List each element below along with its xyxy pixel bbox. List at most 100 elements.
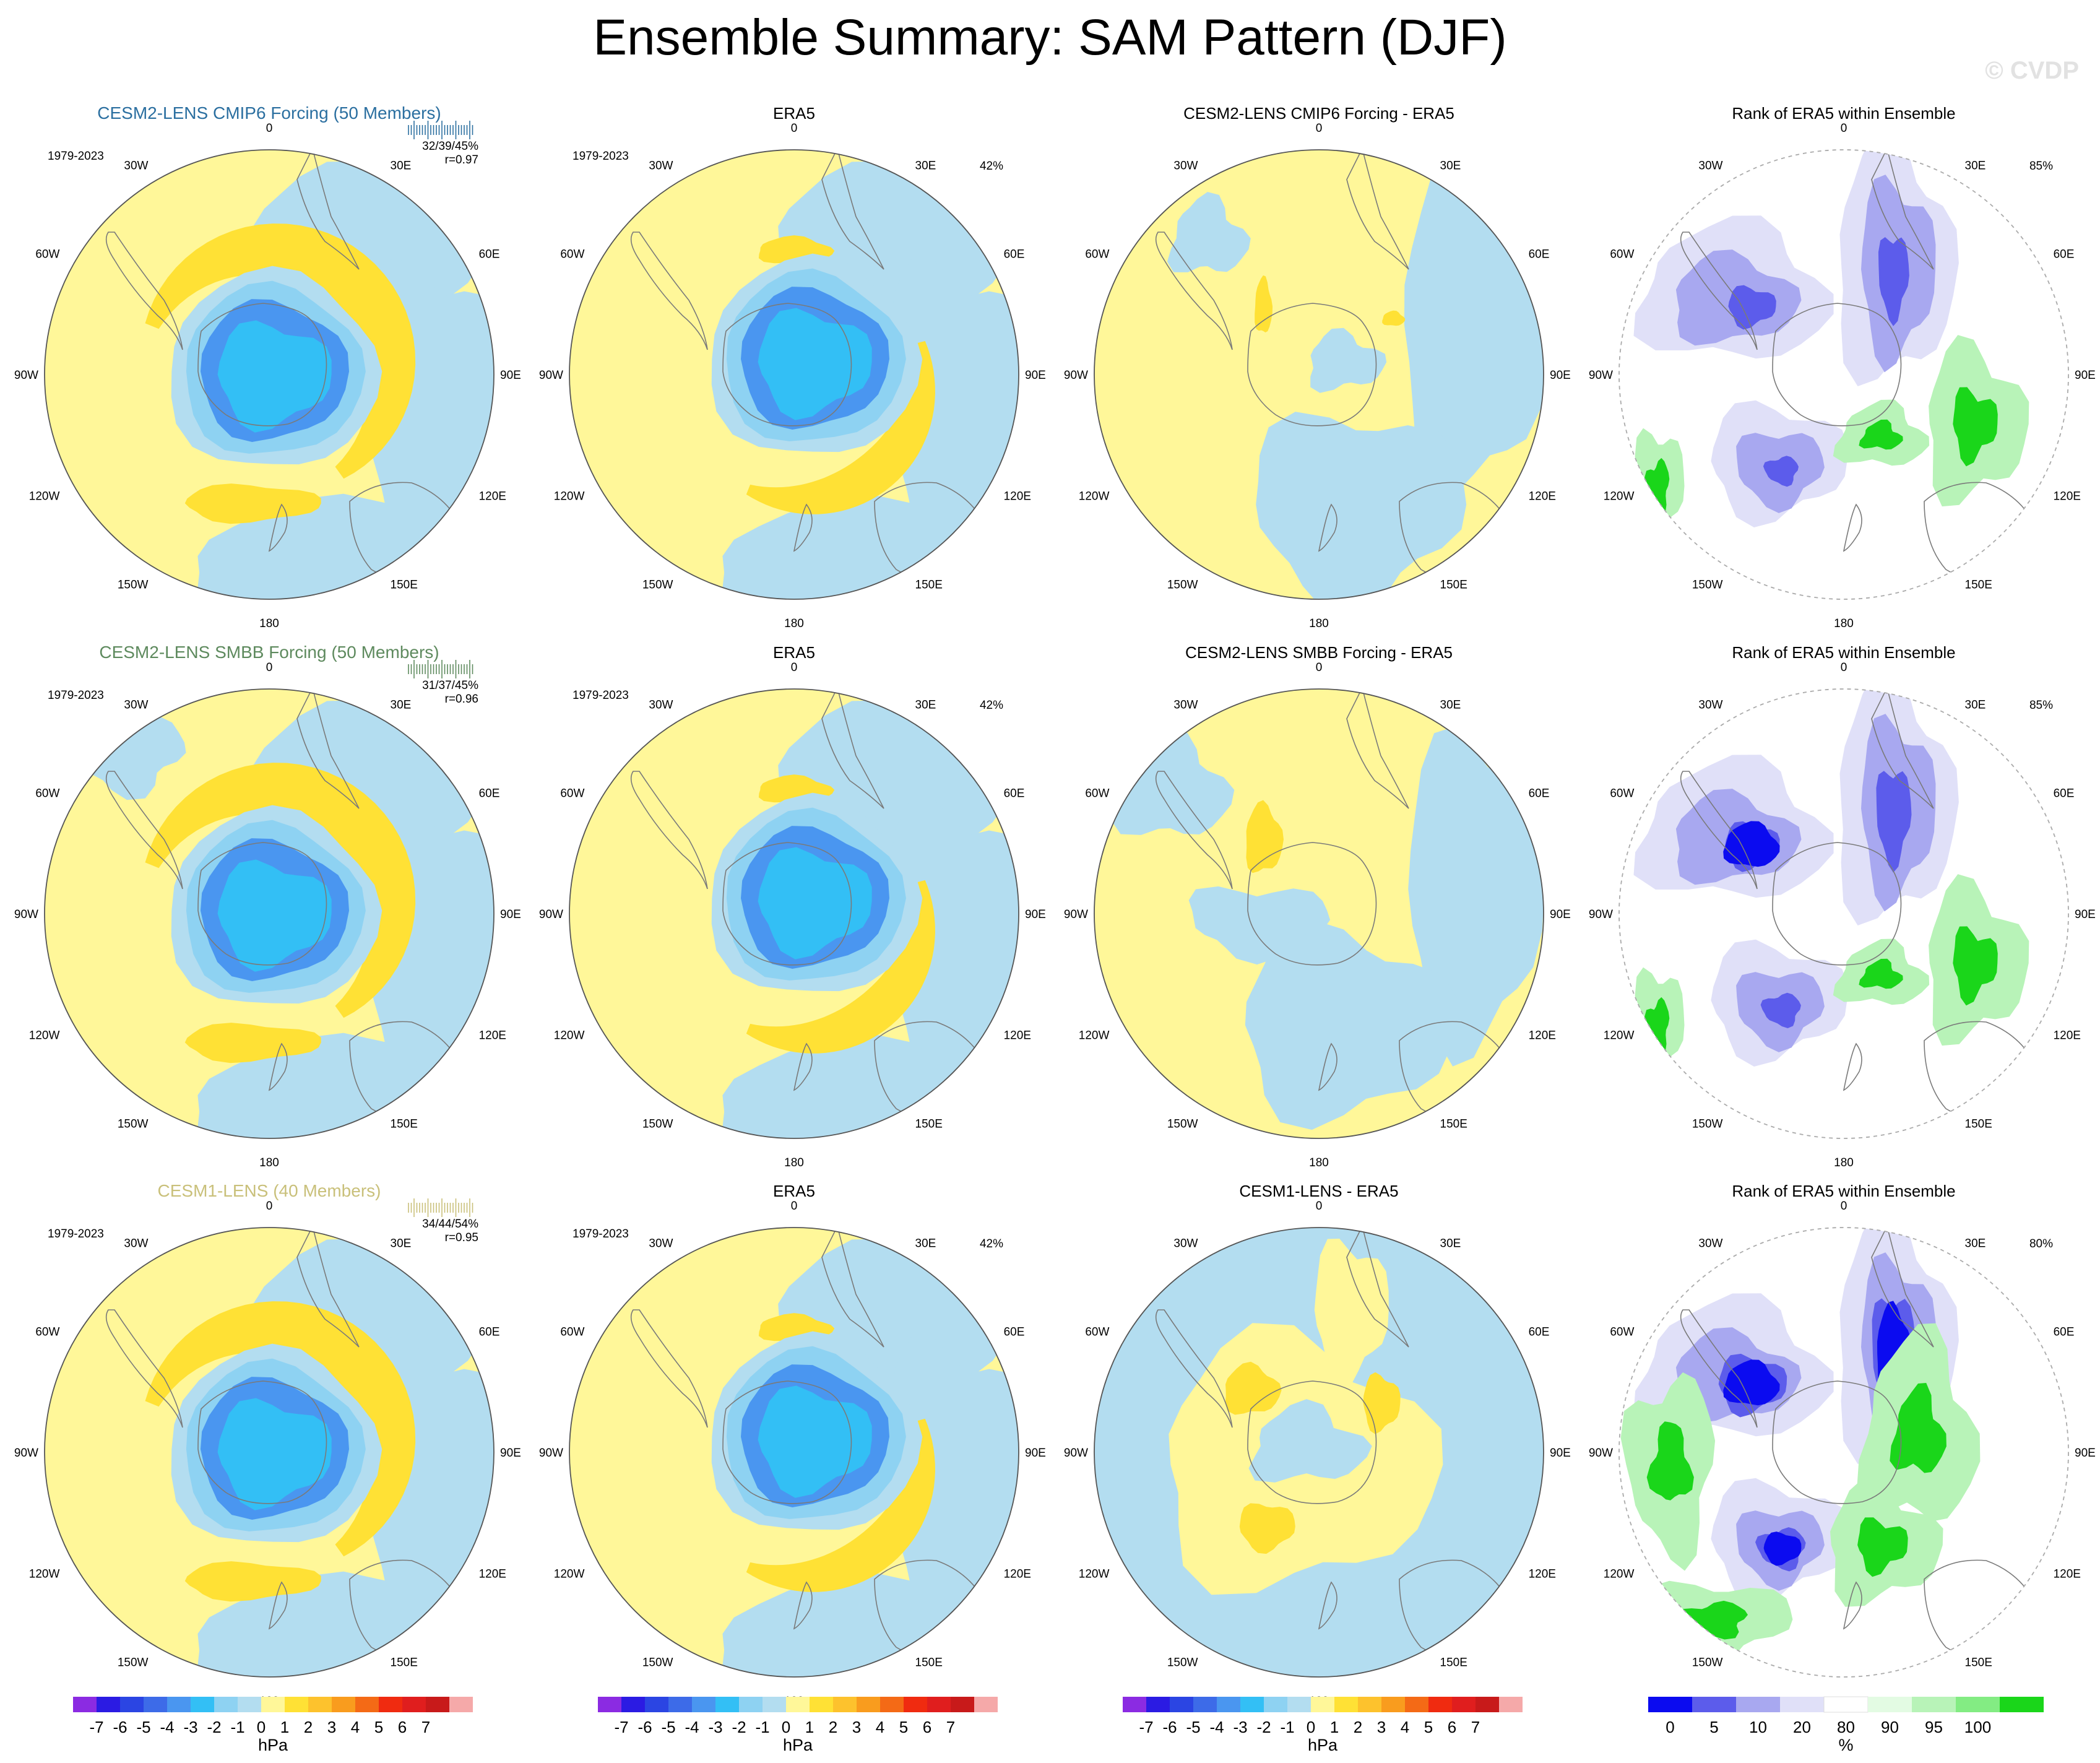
colorbar-swatch	[1358, 1697, 1381, 1712]
panel-pct: 85%	[2029, 160, 2053, 173]
panel-title: CESM2-LENS CMIP6 Forcing (50 Members)	[97, 103, 441, 123]
map-field	[569, 689, 1019, 1138]
lon-label: 150W	[1167, 579, 1198, 592]
coastline	[296, 150, 360, 270]
panel-pct: 85%	[2029, 699, 2053, 712]
colorbar-swatch	[214, 1697, 238, 1712]
lon-label: 150W	[642, 1657, 673, 1670]
panel-pct: 80%	[2029, 1237, 2053, 1250]
lon-label: 120E	[1529, 1568, 1556, 1581]
colorbar-tick: 0	[1307, 1718, 1315, 1736]
coastline	[821, 1228, 884, 1348]
lon-label: 60E	[479, 787, 500, 800]
lon-label: 30E	[391, 1237, 412, 1250]
lon-label: 120W	[1079, 1029, 1110, 1042]
panel-title: CESM2-LENS CMIP6 Forcing - ERA5	[1183, 104, 1454, 123]
map-border	[569, 688, 1019, 1139]
colorbar-tick: -7	[89, 1718, 103, 1736]
colorbar-tick: -5	[661, 1718, 675, 1736]
lon-label: 60W	[35, 248, 59, 261]
coastline	[296, 1228, 360, 1348]
rank-region	[1723, 1359, 1780, 1406]
coastline	[1155, 232, 1233, 350]
coastline	[1247, 303, 1377, 427]
lon-label: 60W	[1085, 248, 1109, 261]
contour-region	[192, 493, 494, 599]
coastline	[1772, 303, 1902, 427]
colorbar-tick: -6	[1162, 1718, 1177, 1736]
coastline	[1318, 1042, 1337, 1091]
lon-label: 90W	[1589, 369, 1613, 382]
contour-region	[1246, 800, 1284, 873]
contour-region	[746, 1418, 935, 1592]
lon-label: 60E	[1004, 787, 1025, 800]
colorbar-swatch	[1476, 1697, 1499, 1712]
lon-label: 30W	[649, 1237, 673, 1250]
lon-label: 30E	[1965, 698, 1986, 711]
lon-label: 90E	[500, 908, 521, 921]
colorbar-swatch	[1736, 1697, 1780, 1712]
lon-label: 0	[1316, 122, 1323, 135]
lon-label: 180	[784, 1156, 804, 1169]
lon-label: 30E	[391, 159, 412, 172]
contour-region	[217, 1398, 332, 1510]
lon-label: 30E	[915, 159, 936, 172]
panel-r: r=0.95	[445, 1231, 478, 1244]
coastline	[1843, 503, 1862, 552]
coastline	[197, 1380, 327, 1504]
map-field	[569, 1228, 1019, 1677]
rank-region	[1890, 1383, 1947, 1473]
lon-label: 90W	[14, 1447, 38, 1460]
colorbar-tick: -1	[1280, 1718, 1294, 1736]
map-field	[1619, 1228, 2068, 1677]
colorbar-tick: 100	[1964, 1718, 1991, 1736]
coastline	[1772, 842, 1902, 966]
colorbar-swatch	[715, 1697, 739, 1712]
panel-1-1: 0 30E 60E 90E 120E 150E 180 150W 120W 90W 60W 30W CE…	[14, 103, 521, 630]
colorbar-tick: 5	[374, 1718, 383, 1736]
lon-label: 30E	[1965, 159, 1986, 172]
contour-region	[1248, 1399, 1372, 1483]
colorbar-tick: 2	[829, 1718, 837, 1736]
page-title: Ensemble Summary: SAM Pattern (DJF)	[593, 9, 1507, 66]
lon-label: 150W	[118, 1118, 149, 1131]
lon-label: 120W	[29, 490, 60, 503]
lon-label: 120W	[1604, 1568, 1635, 1581]
colorbar-swatch	[1217, 1697, 1240, 1712]
panel-1-2: 0 30E 60E 90E 120E 150E 180 150W 120W 90W 60W 30W ER…	[539, 104, 1046, 630]
coastline	[1346, 1228, 1409, 1348]
colorbar-tick: -3	[1233, 1718, 1247, 1736]
lon-label: 150E	[391, 579, 418, 592]
rank-region	[1953, 926, 1998, 1006]
contour-region	[145, 763, 416, 1018]
lon-label: 90W	[1589, 908, 1613, 921]
panel-title: CESM2-LENS SMBB Forcing - ERA5	[1185, 643, 1453, 662]
lon-label: 150E	[915, 1657, 943, 1670]
coastline	[722, 303, 852, 427]
lon-label: 30W	[124, 698, 148, 711]
lon-label: 120W	[29, 1029, 60, 1042]
rank-region	[1646, 1421, 1694, 1501]
coastline	[105, 1309, 183, 1428]
lon-label: 60W	[560, 787, 584, 800]
panel-r: r=0.97	[445, 154, 478, 167]
lon-label: 90E	[2075, 1447, 2096, 1460]
colorbar-swatch	[1193, 1697, 1217, 1712]
map-field	[1094, 1228, 1544, 1677]
colorbar-swatch	[2000, 1697, 2044, 1712]
coastline	[793, 1581, 813, 1630]
colorbar-swatch	[355, 1697, 379, 1712]
lon-label: 180	[1309, 1156, 1329, 1169]
coastline	[197, 842, 327, 966]
lon-label: 180	[1309, 617, 1329, 630]
colorbar-swatch	[261, 1697, 285, 1712]
coastline	[1772, 1380, 1902, 1504]
colorbar-tick: 5	[1424, 1718, 1433, 1736]
colorbar-swatch	[810, 1697, 833, 1712]
lon-label: 90E	[2075, 908, 2096, 921]
colorbar-swatch	[402, 1697, 426, 1712]
lon-label: 60E	[2054, 1326, 2075, 1339]
colorbar-tick: -4	[160, 1718, 174, 1736]
lon-label: 120W	[554, 490, 585, 503]
colorbar-swatch	[1956, 1697, 2000, 1712]
